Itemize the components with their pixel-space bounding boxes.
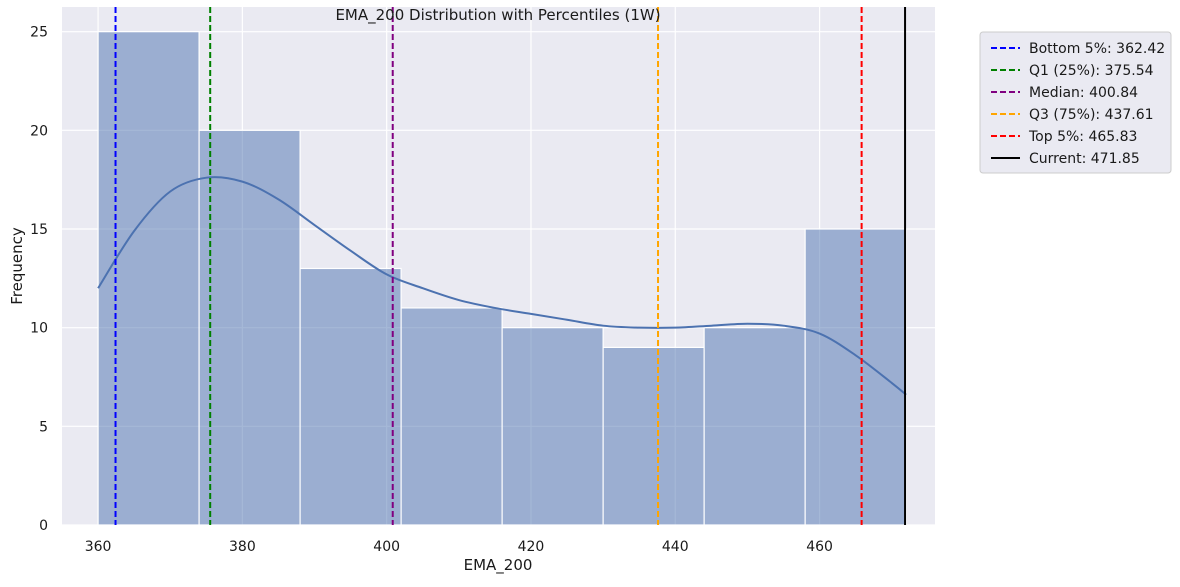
legend-box <box>979 31 1172 174</box>
x-tick-label: 380 <box>229 539 256 555</box>
legend-label: Q3 (75%): 437.61 <box>1029 107 1154 123</box>
legend: Bottom 5%: 362.42 Q1 (25%): 375.54 Median:… <box>979 31 1172 174</box>
legend-label: Bottom 5%: 362.42 <box>1029 41 1165 57</box>
x-tick-label: 400 <box>373 539 400 555</box>
x-tick-label: 460 <box>806 539 833 555</box>
kde-curve <box>97 176 907 396</box>
histogram-bar <box>804 228 907 526</box>
chart-title: EMA_200 Distribution with Percentiles (1… <box>335 6 660 25</box>
histogram-bar <box>97 31 200 526</box>
histogram-bar <box>198 129 301 526</box>
histogram-bar <box>602 346 705 526</box>
y-axis-label: Frequency <box>8 227 26 305</box>
legend-items: Bottom 5%: 362.42 Q1 (25%): 375.54 Median:… <box>991 41 1165 167</box>
y-tick-label: 15 <box>30 222 48 238</box>
histogram-bar <box>703 327 806 526</box>
x-tick-label: 360 <box>85 539 112 555</box>
histogram-bar <box>299 267 402 526</box>
y-tick-label: 20 <box>30 123 48 139</box>
x-tick-label: 440 <box>662 539 689 555</box>
histogram-bar <box>400 307 503 526</box>
reference-lines <box>114 7 907 525</box>
y-tick-label: 10 <box>30 321 48 337</box>
y-tick-label: 5 <box>39 419 48 435</box>
legend-label: Top 5%: 465.83 <box>1028 129 1137 145</box>
legend-label: Median: 400.84 <box>1029 85 1138 101</box>
legend-label: Q1 (25%): 375.54 <box>1029 63 1154 79</box>
legend-label: Current: 471.85 <box>1029 151 1140 167</box>
y-tick-label: 25 <box>30 25 48 41</box>
x-axis-label: EMA_200 <box>464 556 533 575</box>
x-tick-label: 420 <box>518 539 545 555</box>
histogram-bar <box>501 327 604 526</box>
histogram-bars <box>97 31 907 526</box>
kde-curve-group <box>97 176 907 396</box>
tick-labels: 360 380 400 420 440 460 0 5 10 15 20 25 <box>30 25 833 555</box>
y-tick-label: 0 <box>39 518 48 534</box>
